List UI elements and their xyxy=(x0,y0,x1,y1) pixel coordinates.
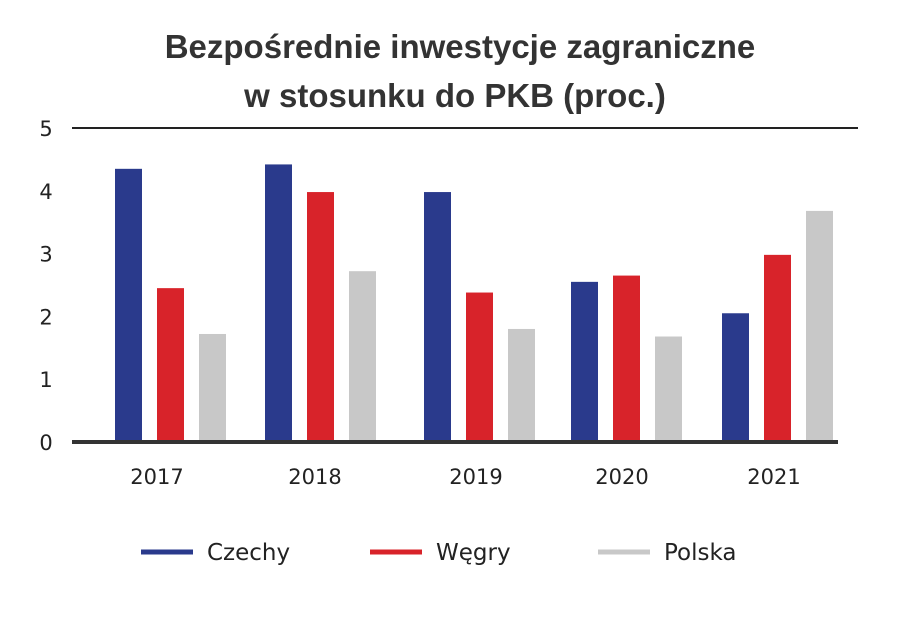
x-tick-label: 2019 xyxy=(449,465,502,489)
bar-węgry-2020 xyxy=(613,275,640,442)
bar-polska-2018 xyxy=(349,271,376,442)
x-tick-label: 2018 xyxy=(288,465,341,489)
bar-węgry-2017 xyxy=(157,288,184,442)
y-tick-label: 5 xyxy=(39,117,52,141)
bar-czechy-2018 xyxy=(265,164,292,442)
x-axis-ticks: 2017 2018 2019 2020 2021 xyxy=(130,465,800,489)
bar-czechy-2017 xyxy=(115,168,142,442)
bar-polska-2019 xyxy=(508,328,535,442)
bar-węgry-2021 xyxy=(764,254,791,442)
x-tick-label: 2020 xyxy=(595,465,648,489)
bar-polska-2021 xyxy=(806,210,833,442)
x-tick-label: 2021 xyxy=(747,465,800,489)
bar-czechy-2021 xyxy=(722,313,749,442)
bar-polska-2017 xyxy=(199,333,226,442)
y-tick-label: 3 xyxy=(39,243,52,267)
chart-title-line-2: w stosunku do PKB (proc.) xyxy=(243,77,666,114)
y-tick-label: 1 xyxy=(39,368,52,392)
legend: Czechy Węgry Polska xyxy=(141,540,737,566)
bars xyxy=(115,164,833,442)
x-tick-label: 2017 xyxy=(130,465,183,489)
bar-węgry-2018 xyxy=(307,192,334,442)
legend-label-polska: Polska xyxy=(664,540,737,566)
bar-czechy-2020 xyxy=(571,281,598,442)
legend-label-węgry: Węgry xyxy=(436,540,511,566)
chart-title-line-1: Bezpośrednie inwestycje zagraniczne xyxy=(165,28,756,65)
bar-węgry-2019 xyxy=(466,292,493,442)
y-tick-label: 0 xyxy=(39,431,52,455)
y-tick-label: 2 xyxy=(39,305,52,329)
legend-label-czechy: Czechy xyxy=(207,540,290,566)
bar-czechy-2019 xyxy=(424,192,451,442)
bar-polska-2020 xyxy=(655,336,682,442)
y-axis-ticks: 0 1 2 3 4 5 xyxy=(39,117,52,455)
y-tick-label: 4 xyxy=(39,180,52,204)
